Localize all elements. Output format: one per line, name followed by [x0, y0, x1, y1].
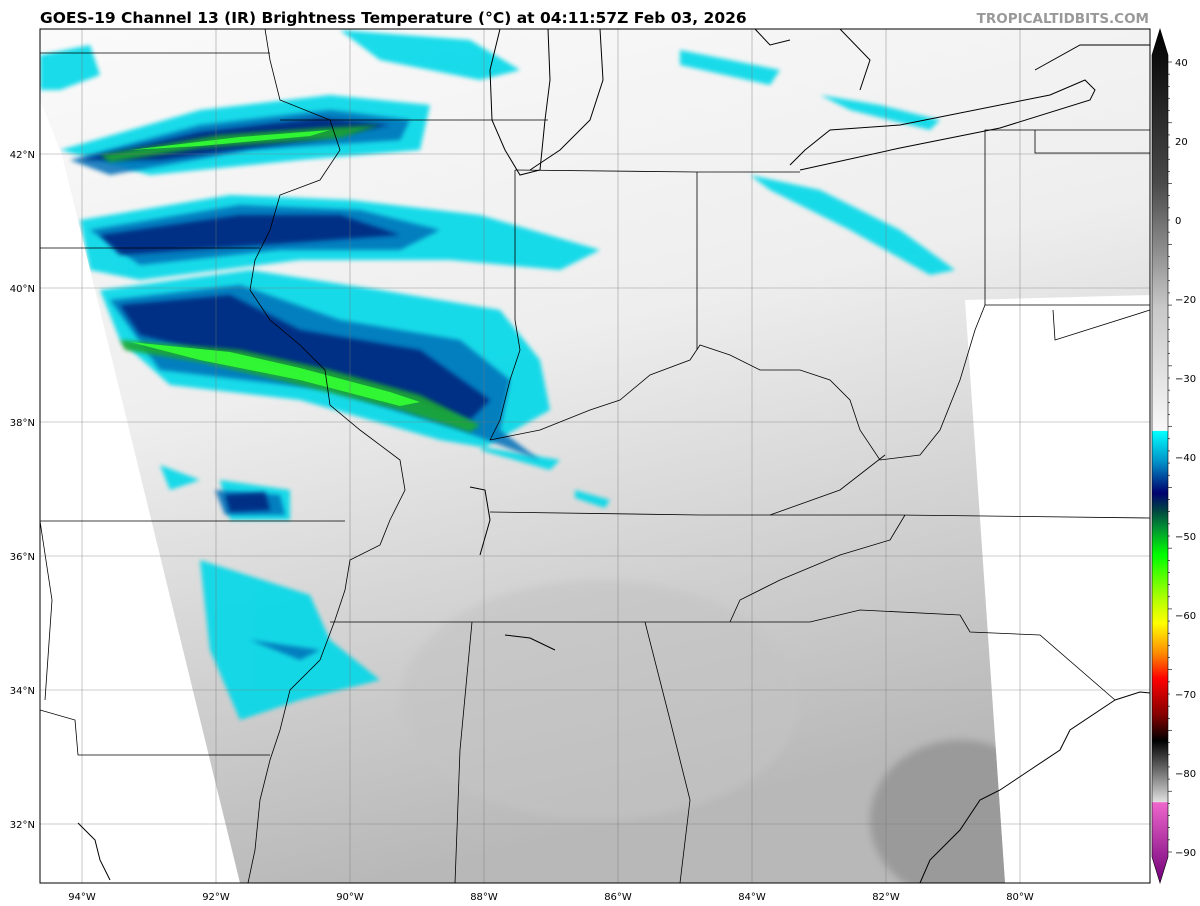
colorbar-label: −30 [1175, 374, 1196, 385]
lat-label: 36°N [10, 552, 35, 563]
colorbar-label: 40 [1175, 58, 1188, 69]
lat-label: 42°N [10, 150, 35, 161]
lat-label: 34°N [10, 686, 35, 697]
lon-label: 84°W [738, 892, 766, 903]
lon-label: 82°W [872, 892, 900, 903]
lon-label: 92°W [202, 892, 230, 903]
lat-label: 40°N [10, 284, 35, 295]
colorbar-label: −70 [1175, 690, 1196, 701]
map-border [39, 28, 1151, 884]
brand-watermark: TROPICALTIDBITS.COM [976, 11, 1149, 27]
lon-label: 80°W [1006, 892, 1034, 903]
lon-label: 86°W [604, 892, 632, 903]
colorbar-label: −80 [1175, 769, 1196, 780]
cloud-layer [40, 30, 1050, 883]
state-borders [40, 29, 1150, 883]
colorbar: 40 20 0 −20 −30 −40 −50 −60 −70 −80 −90 [1151, 27, 1196, 885]
colorbar-bar [1151, 27, 1169, 885]
colorbar-label: −50 [1175, 532, 1196, 543]
lon-label: 90°W [336, 892, 364, 903]
colorbar-label: −40 [1175, 453, 1196, 464]
colorbar-label: −60 [1175, 611, 1196, 622]
lon-label: 88°W [470, 892, 498, 903]
lon-tick-labels: 94°W 92°W 90°W 88°W 86°W 84°W 82°W 80°W [68, 892, 1034, 903]
colorbar-label: 20 [1175, 137, 1188, 148]
colorbar-ticks: 40 20 0 −20 −30 −40 −50 −60 −70 −80 −90 [1168, 58, 1196, 859]
map-frame [40, 29, 1150, 883]
coastlines-and-lakes [77, 29, 1150, 883]
colorbar-label: 0 [1175, 216, 1181, 227]
colorbar-label: −90 [1175, 848, 1196, 859]
lat-label: 32°N [10, 820, 35, 831]
lon-label: 94°W [68, 892, 96, 903]
map-title: GOES-19 Channel 13 (IR) Brightness Tempe… [40, 9, 747, 27]
lat-label: 38°N [10, 418, 35, 429]
colorbar-label: −20 [1175, 295, 1196, 306]
lat-tick-labels: 42°N 40°N 38°N 36°N 34°N 32°N [10, 150, 35, 831]
